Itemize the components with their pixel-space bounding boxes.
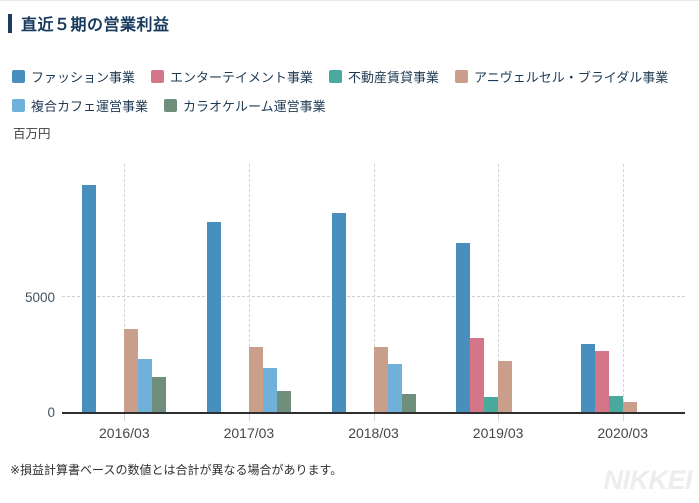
legend-swatch: [12, 70, 25, 83]
x-axis-tick: [622, 414, 624, 421]
legend-label: アニヴェルセル・ブライダル事業: [474, 70, 669, 85]
bar-2020/03-不動産賃貸事業: [608, 395, 623, 412]
y-axis-tick-label: 5000: [24, 289, 55, 305]
bar-2019/03-エンターテイメント事業: [470, 338, 485, 412]
x-gridline-2017/03: [248, 164, 250, 412]
footnote: ※損益計算書ベースの数値とは合計が異なる場合があります。: [10, 463, 343, 477]
y-axis-unit-label: 百万円: [13, 127, 51, 141]
legend-swatch: [329, 70, 343, 83]
plot-area: 0 5000 2016/03 2017/03 2018/03 2019/03 2020/03: [25, 161, 685, 441]
bar-2019/03-アニヴェルセル・ブライダル事業: [498, 361, 513, 412]
legend-item-アニヴェルセル・ブライダル事業[interactable]: アニヴェルセル・ブライダル事業: [455, 67, 668, 86]
legend-item-カラオケルーム運営事業[interactable]: カラオケルーム運営事業: [164, 96, 326, 115]
bar-2018/03-複合カフェ運営事業: [387, 363, 402, 412]
x-gridline-2018/03: [373, 164, 375, 412]
chart-title: 直近５期の営業利益: [21, 17, 170, 34]
legend-item-不動産賃貸事業[interactable]: 不動産賃貸事業: [329, 67, 439, 86]
legend: ファッション事業 エンターテイメント事業 不動産賃貸事業 アニヴェルセル・ブライダル事…: [12, 67, 668, 115]
legend-label: 不動産賃貸事業: [348, 70, 440, 85]
x-axis-tick: [373, 414, 375, 421]
legend-swatch: [12, 99, 25, 112]
bar-2020/03-エンターテイメント事業: [594, 350, 609, 412]
legend-swatch: [455, 70, 469, 83]
legend-item-ファッション事業[interactable]: ファッション事業: [12, 67, 135, 86]
y-axis-tick-label: 0: [47, 405, 55, 420]
bar-2017/03-カラオケルーム運営事業: [276, 391, 291, 412]
title-row: 直近５期の営業利益: [8, 11, 170, 35]
bar-2020/03-アニヴェルセル・ブライダル事業: [622, 401, 637, 412]
bar-2019/03-不動産賃貸事業: [484, 397, 499, 412]
x-axis-label-2018/03: 2018/03: [348, 425, 399, 441]
legend-row: 複合カフェ運営事業 カラオケルーム運営事業: [12, 96, 668, 115]
x-axis-tick: [498, 414, 500, 421]
legend-row: ファッション事業 エンターテイメント事業 不動産賃貸事業 アニヴェルセル・ブライダル事…: [12, 67, 668, 86]
nikkei-logo: NIKKEI: [603, 465, 692, 495]
x-axis-label-2019/03: 2019/03: [472, 425, 524, 441]
bar-2016/03-複合カフェ運営事業: [138, 358, 153, 412]
x-gridline-2016/03: [124, 164, 126, 412]
bar-2016/03-カラオケルーム運営事業: [152, 377, 167, 412]
bar-2016/03-アニヴェルセル・ブライダル事業: [124, 328, 139, 412]
x-axis-label-2020/03: 2020/03: [597, 425, 648, 441]
legend-label: ファッション事業: [31, 70, 136, 85]
bar-2020/03-ファッション事業: [580, 343, 595, 412]
legend-swatch: [164, 99, 178, 112]
x-axis-label-2017/03: 2017/03: [223, 425, 275, 441]
legend-swatch: [151, 70, 165, 83]
x-gridline-2019/03: [498, 164, 500, 412]
bar-2018/03-カラオケルーム運営事業: [401, 393, 416, 412]
legend-label: エンターテイメント事業: [170, 70, 314, 85]
bar-2016/03-ファッション事業: [82, 184, 97, 412]
x-axis-tick: [248, 414, 250, 421]
bar-2019/03-ファッション事業: [456, 243, 471, 412]
legend-label: カラオケルーム運営事業: [183, 99, 326, 114]
title-accent-bar: [8, 13, 12, 33]
bar-2017/03-ファッション事業: [206, 221, 221, 412]
x-axis-tick: [124, 414, 126, 421]
x-gridline-2020/03: [622, 164, 624, 412]
legend-label: 複合カフェ運営事業: [31, 99, 149, 114]
bar-2018/03-アニヴェルセル・ブライダル事業: [373, 347, 388, 412]
legend-item-複合カフェ運営事業[interactable]: 複合カフェ運営事業: [12, 96, 148, 115]
bar-2018/03-ファッション事業: [331, 213, 346, 412]
legend-item-エンターテイメント事業[interactable]: エンターテイメント事業: [151, 67, 313, 86]
bar-2017/03-複合カフェ運営事業: [262, 368, 277, 412]
bar-2017/03-アニヴェルセル・ブライダル事業: [248, 347, 263, 412]
x-axis-label-2016/03: 2016/03: [98, 425, 150, 441]
